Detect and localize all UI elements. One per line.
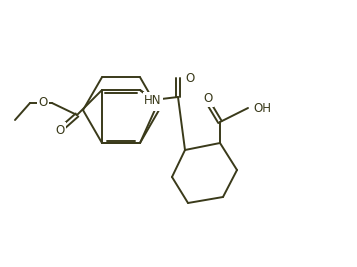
Text: O: O — [39, 96, 48, 109]
Text: O: O — [203, 92, 213, 105]
Text: O: O — [55, 124, 65, 136]
Text: HN: HN — [144, 93, 162, 107]
Text: OH: OH — [253, 101, 271, 115]
Text: S: S — [154, 96, 162, 109]
Text: O: O — [185, 72, 194, 84]
